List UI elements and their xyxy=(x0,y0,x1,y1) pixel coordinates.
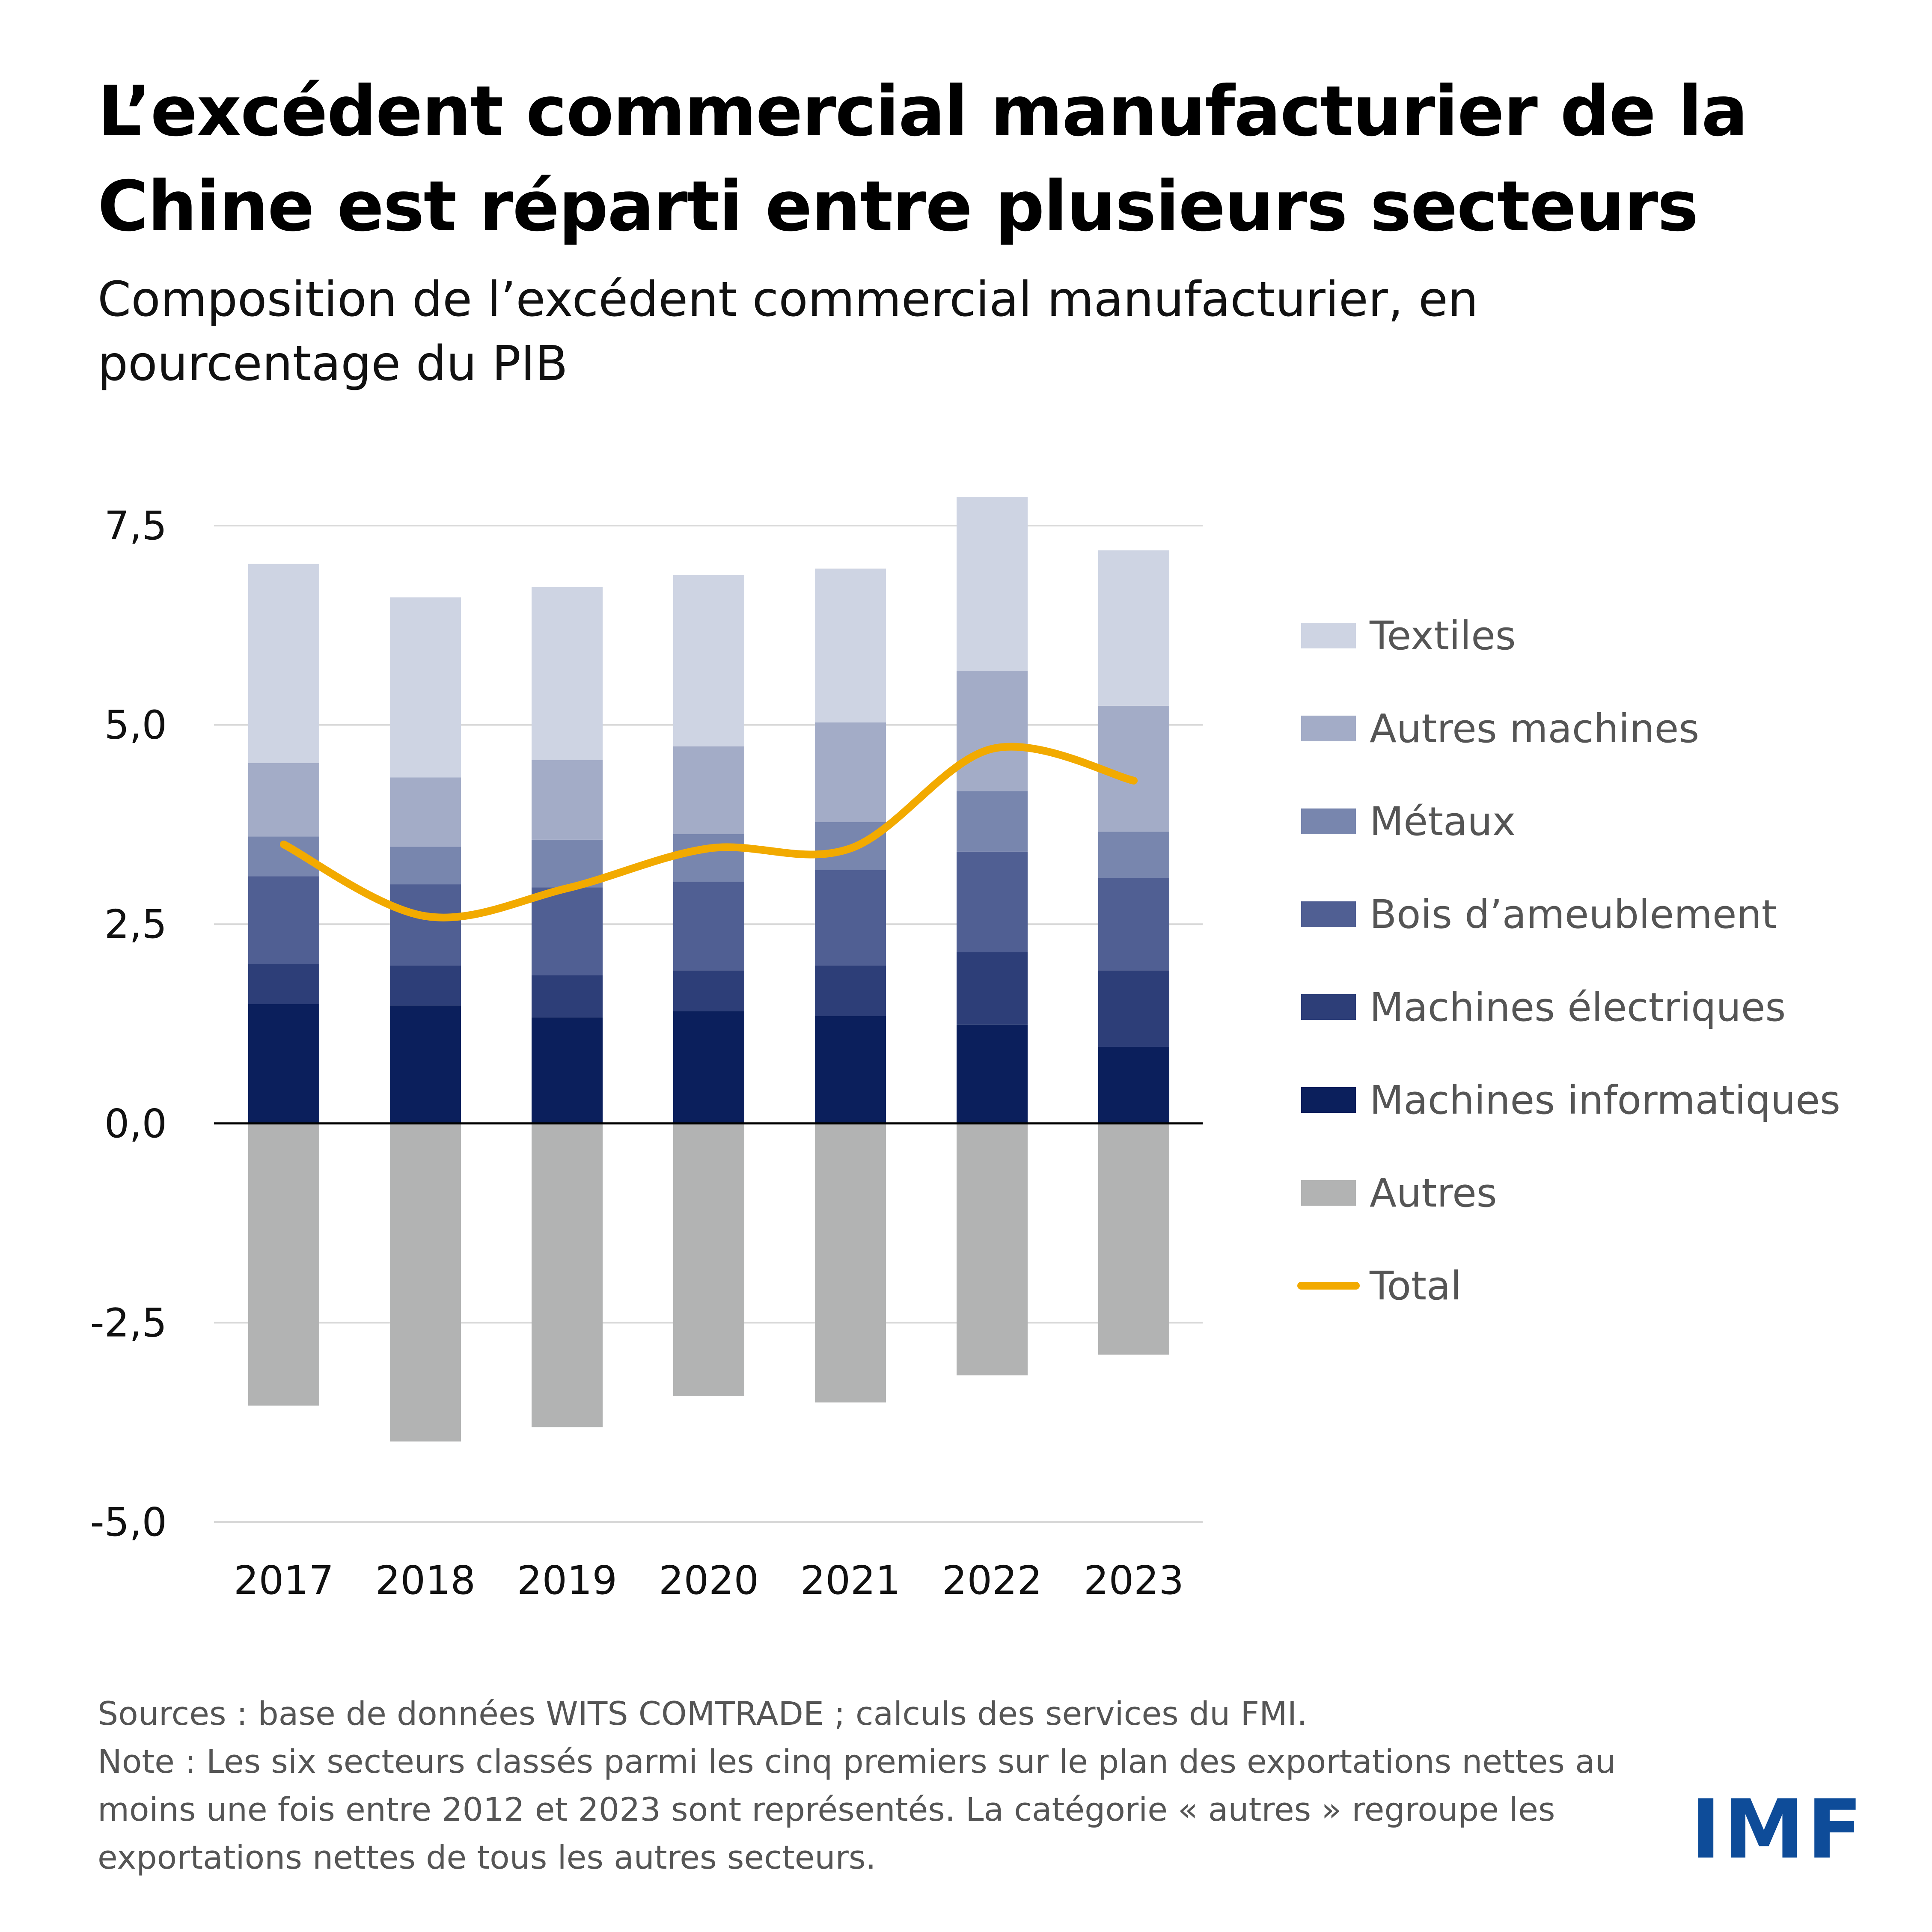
bar-segment xyxy=(532,760,603,840)
bar-segment xyxy=(532,1123,603,1427)
tick-labels: 7,5 5,0 2,5 0,0 -2,5 -5,0 2017 2018 2019 2020 2021… xyxy=(90,503,1184,1603)
bar-segment xyxy=(673,882,744,971)
bar-segment xyxy=(1098,832,1169,878)
total-line xyxy=(280,743,1138,921)
bar-segment xyxy=(532,587,603,760)
y-tick-label: 0,0 xyxy=(104,1101,167,1147)
bar-segment xyxy=(532,887,603,975)
legend-swatch xyxy=(1301,1180,1356,1206)
bar-segment xyxy=(390,966,461,1006)
legend-swatch xyxy=(1301,808,1356,834)
x-tick-label: 2022 xyxy=(942,1557,1042,1603)
bar-segment xyxy=(673,1011,744,1124)
bar-segment xyxy=(815,568,886,723)
x-tick-label: 2021 xyxy=(800,1557,901,1603)
x-tick-label: 2023 xyxy=(1084,1557,1184,1603)
bar-segment xyxy=(1098,1047,1169,1124)
bar-segment xyxy=(248,1123,319,1406)
legend-label: Bois d’ameublement xyxy=(1370,892,1777,937)
bar-segment xyxy=(815,722,886,822)
bar-segment xyxy=(673,834,744,882)
bar-segment xyxy=(957,1123,1028,1376)
bar-segment xyxy=(390,884,461,966)
bar-segment xyxy=(957,952,1028,1025)
x-tick-label: 2018 xyxy=(375,1557,476,1603)
bar-segment xyxy=(957,496,1028,671)
legend-label: Métaux xyxy=(1370,799,1516,844)
legend-swatch xyxy=(1301,1087,1356,1113)
y-tick-label: -5,0 xyxy=(90,1499,167,1545)
legend-swatch xyxy=(1301,623,1356,648)
bar-segment xyxy=(957,851,1028,952)
bar-segment xyxy=(815,870,886,966)
bar-segment xyxy=(673,746,744,834)
chart-title: L’excédent commercial manufacturier de l… xyxy=(98,71,1748,247)
bar-segment xyxy=(815,966,886,1016)
bar-segment xyxy=(390,1123,461,1442)
bar-segment xyxy=(957,791,1028,852)
bar-segment xyxy=(248,564,319,763)
bar-segment xyxy=(532,1017,603,1124)
y-tick-label: 5,0 xyxy=(104,702,167,748)
bar-segment xyxy=(957,670,1028,791)
bar-segment xyxy=(248,1004,319,1124)
imf-logo: IMF xyxy=(1691,1782,1865,1877)
bar-segment xyxy=(673,970,744,1011)
legend-label: Machines informatiques xyxy=(1370,1077,1840,1123)
bar-segment xyxy=(390,1005,461,1124)
bar-segment xyxy=(390,597,461,778)
bar-segment xyxy=(390,847,461,885)
legend-label: Autres xyxy=(1370,1170,1497,1216)
legend-label: Machines électriques xyxy=(1370,984,1786,1030)
bar-segment xyxy=(248,876,319,964)
total-line-layer xyxy=(280,743,1138,921)
bar-segment xyxy=(532,975,603,1018)
y-tick-label: 2,5 xyxy=(104,901,167,947)
stacked-bar-chart: 7,5 5,0 2,5 0,0 -2,5 -5,0 2017 2018 2019 2020 2021… xyxy=(90,496,1840,1603)
y-tick-label: -2,5 xyxy=(90,1300,167,1346)
bar-segment xyxy=(390,777,461,847)
legend-swatch xyxy=(1301,994,1356,1020)
bar-segment xyxy=(815,1016,886,1124)
legend-swatch xyxy=(1301,716,1356,741)
bar-segment xyxy=(673,575,744,746)
legend-label: Textiles xyxy=(1369,613,1516,659)
bar-segment xyxy=(1098,970,1169,1047)
bar-segment xyxy=(673,1123,744,1396)
bar-segment xyxy=(248,964,319,1004)
x-tick-label: 2020 xyxy=(659,1557,759,1603)
bars xyxy=(248,496,1169,1442)
bar-segment xyxy=(815,1123,886,1403)
x-tick-label: 2017 xyxy=(234,1557,334,1603)
chart-subtitle: Composition de l’excédent commercial man… xyxy=(98,272,1478,392)
bar-segment xyxy=(1098,878,1169,971)
note-text: Note : Les six secteurs classés parmi le… xyxy=(98,1742,1616,1876)
legend-label: Autres machines xyxy=(1370,706,1699,752)
sources-text: Sources : base de données WITS COMTRADE … xyxy=(98,1694,1308,1733)
legend: Textiles Autres machines Métaux Bois d’ameu… xyxy=(1297,613,1840,1309)
bar-segment xyxy=(248,763,319,837)
bar-segment xyxy=(1098,1123,1169,1355)
legend-swatch xyxy=(1301,901,1356,927)
y-tick-label: 7,5 xyxy=(104,503,167,549)
bar-segment xyxy=(1098,550,1169,706)
bar-segment xyxy=(957,1024,1028,1124)
legend-label-total: Total xyxy=(1369,1263,1462,1309)
x-tick-label: 2019 xyxy=(517,1557,617,1603)
footer-notes: Sources : base de données WITS COMTRADE … xyxy=(98,1690,1638,1881)
